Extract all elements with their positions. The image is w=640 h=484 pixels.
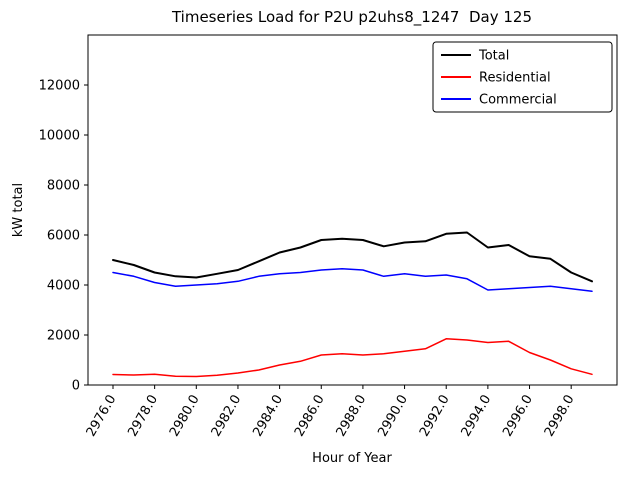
legend-label-residential: Residential (479, 71, 551, 86)
x-tick-label: 2978.0 (125, 393, 161, 440)
y-tick-label: 8000 (47, 179, 80, 194)
x-tick-label: 2982.0 (209, 393, 245, 440)
x-tick-label: 2980.0 (167, 393, 203, 440)
axes-frame (87, 34, 618, 386)
y-tick-label: 0 (72, 379, 80, 394)
x-tick-label: 2976.0 (84, 393, 120, 440)
x-tick-label: 2988.0 (334, 393, 370, 440)
x-tick-label: 2998.0 (542, 393, 578, 440)
legend-label-total: Total (478, 49, 509, 64)
y-tick-label: 4000 (47, 279, 80, 294)
x-tick-label: 2992.0 (417, 393, 453, 440)
y-tick-label: 10000 (39, 129, 80, 144)
y-tick-label: 2000 (47, 329, 80, 344)
legend-label-commercial: Commercial (479, 93, 557, 108)
x-axis-label: Hour of Year (312, 451, 392, 466)
legend-box (432, 41, 613, 113)
chart-title: Timeseries Load for P2U p2uhs8_1247 Day … (171, 8, 532, 27)
series-line-commercial (112, 268, 593, 293)
y-axis-label: kW total (11, 183, 26, 237)
series-line-residential (112, 338, 593, 378)
y-tick-label: 12000 (39, 79, 80, 94)
series-line-total (112, 231, 593, 283)
x-tick-label: 2984.0 (250, 393, 286, 440)
x-tick-label: 2996.0 (500, 393, 536, 440)
x-tick-label: 2986.0 (292, 393, 328, 440)
y-tick-label: 6000 (47, 229, 80, 244)
x-tick-label: 2994.0 (459, 393, 495, 440)
x-tick-label: 2990.0 (375, 393, 411, 440)
